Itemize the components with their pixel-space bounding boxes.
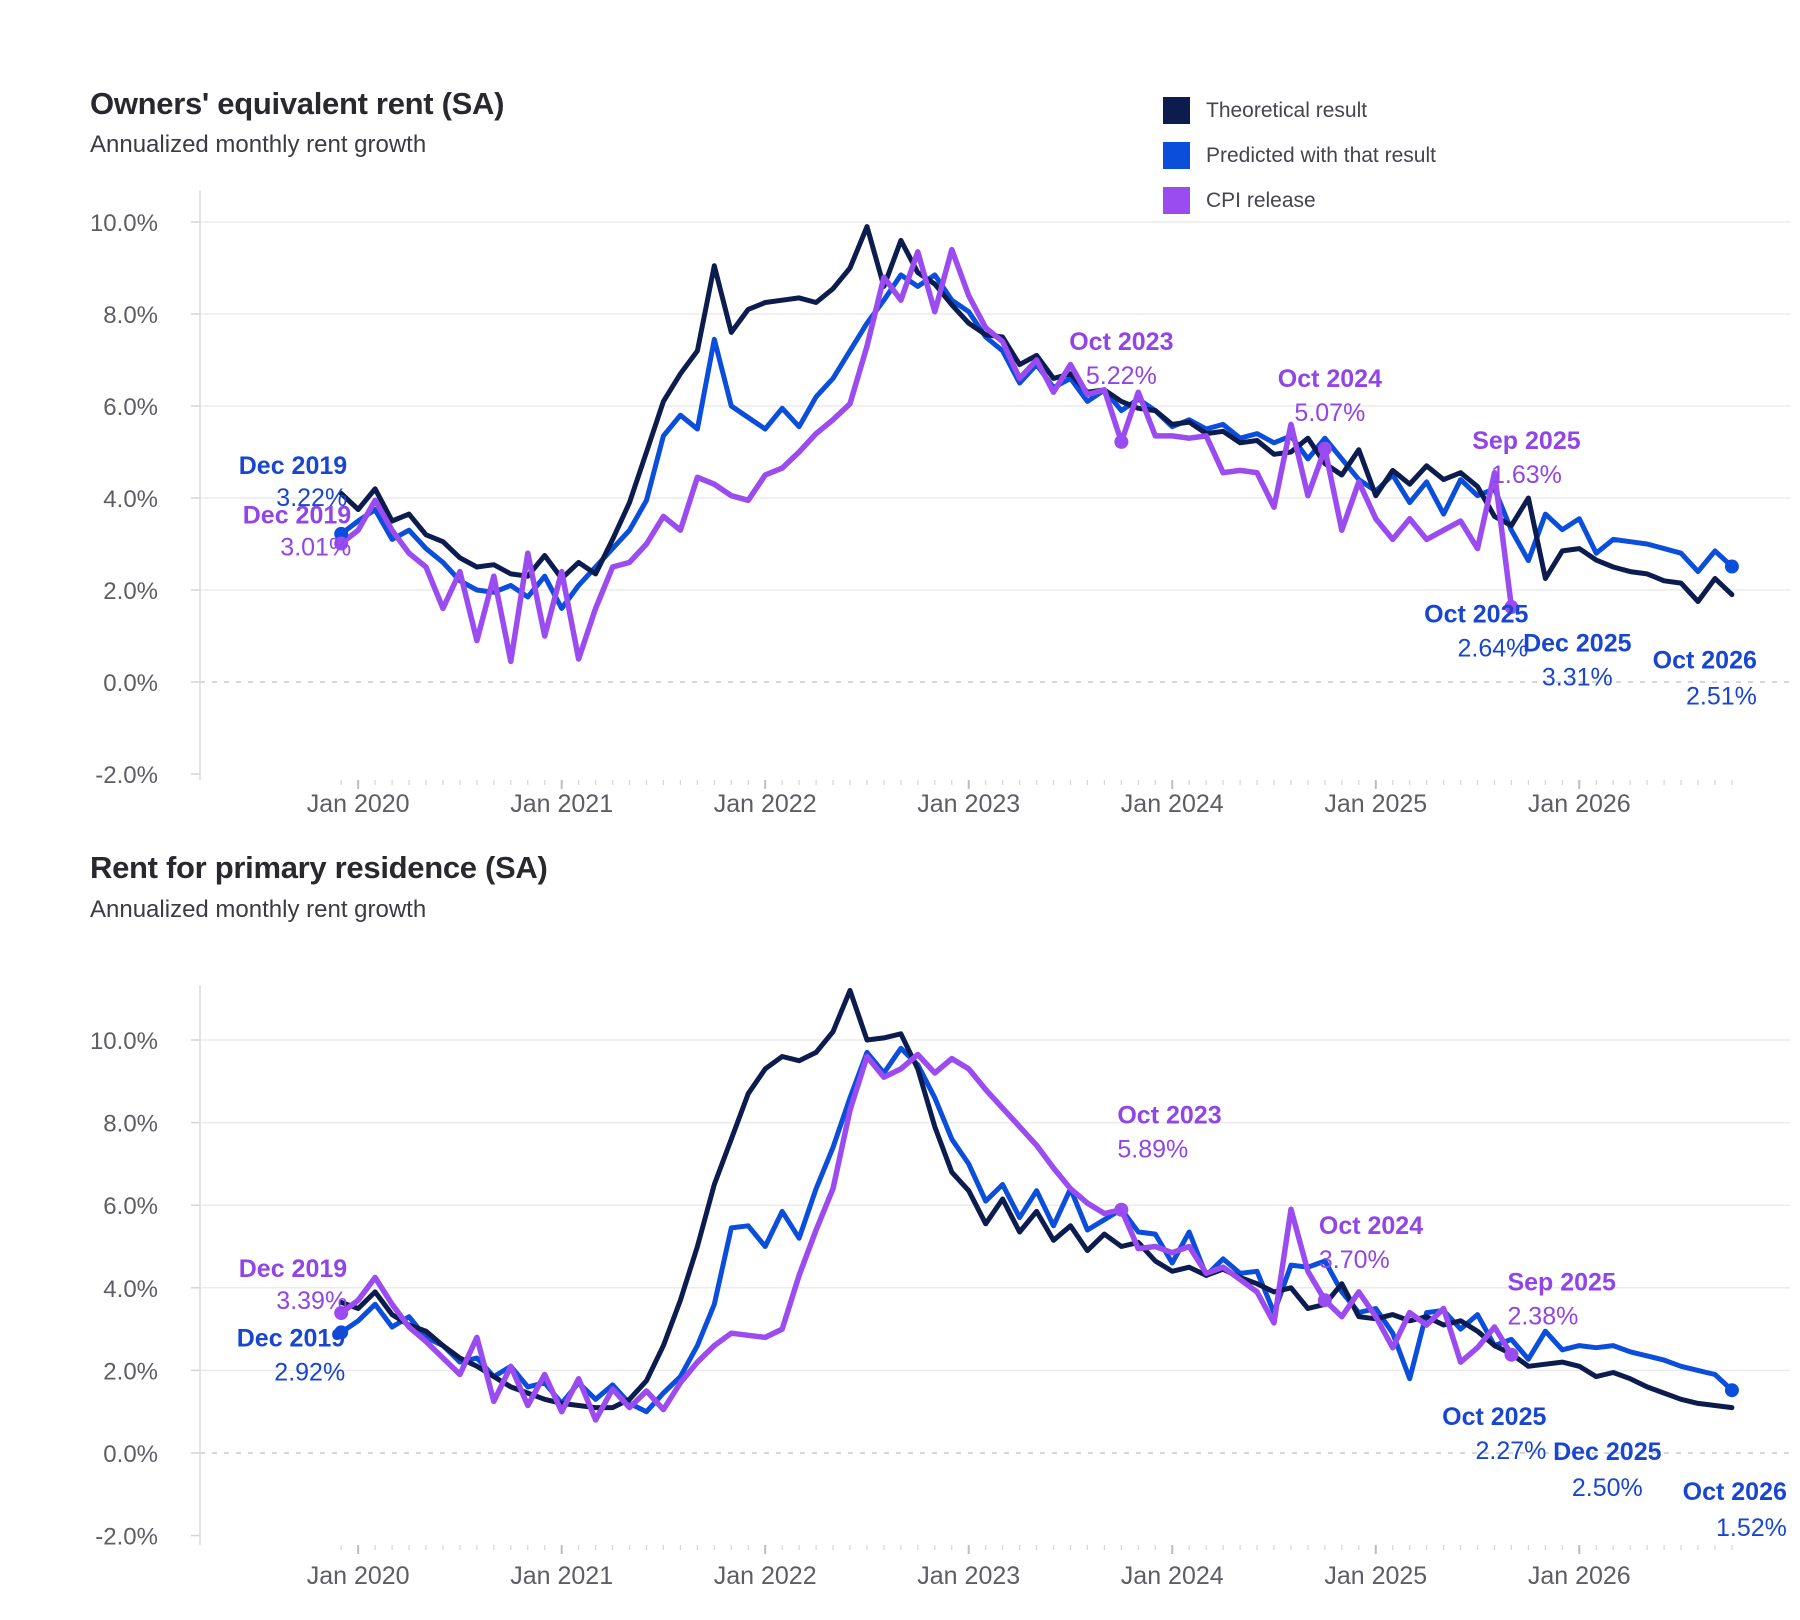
legend-item-cpi: CPI release xyxy=(1163,187,1436,214)
x-tick-label: Jan 2024 xyxy=(1121,790,1224,818)
data-point-dot xyxy=(1114,434,1129,449)
data-point-dot xyxy=(1114,1202,1129,1217)
annotation-value: 2.50% xyxy=(1572,1474,1643,1502)
annotation-value: 2.64% xyxy=(1458,635,1529,663)
x-tick-label: Jan 2025 xyxy=(1324,790,1427,818)
annotation-date: Oct 2026 xyxy=(1683,1478,1787,1506)
x-tick-label: Jan 2025 xyxy=(1324,1562,1427,1590)
y-tick-label: 10.0% xyxy=(90,210,158,237)
y-tick-label: 0.0% xyxy=(103,1441,158,1468)
annotation-date: Sep 2025 xyxy=(1507,1269,1616,1297)
annotation-date: Oct 2025 xyxy=(1424,601,1528,629)
legend-item-predicted: Predicted with that result xyxy=(1163,142,1436,169)
annotation-value: 5.07% xyxy=(1294,399,1365,427)
annotation-date: Dec 2019 xyxy=(239,452,347,480)
annotation-value: 3.31% xyxy=(1542,664,1613,692)
annotation-value: 3.01% xyxy=(280,534,351,562)
cpi-swatch-icon xyxy=(1163,187,1190,214)
oer-series-line-theoretical xyxy=(338,224,1735,604)
data-point-dot xyxy=(334,1325,349,1340)
legend-item-theoretical: Theoretical result xyxy=(1163,97,1436,124)
data-point-dot xyxy=(1317,1293,1332,1308)
data-point-dot xyxy=(1317,441,1332,456)
y-tick-label: 8.0% xyxy=(103,302,158,329)
x-tick-label: Jan 2021 xyxy=(510,1562,613,1590)
y-tick-label: 2.0% xyxy=(103,1358,158,1385)
rent-chart-title: Rent for primary residence (SA) xyxy=(90,850,548,885)
oer-chart: 10.0% 8.0% 6.0% 4.0% 2.0% 0.0% -2.0% Jan 2020 Ja… xyxy=(90,190,1790,818)
x-tick-label: Jan 2020 xyxy=(307,1562,410,1590)
x-tick-label: Jan 2020 xyxy=(307,790,410,818)
x-tick-label: Jan 2023 xyxy=(917,1562,1020,1590)
x-tick-label: Jan 2026 xyxy=(1528,790,1631,818)
oer-series-line-cpi xyxy=(338,246,1515,665)
rent-chart-subtitle: Annualized monthly rent growth xyxy=(90,896,427,923)
rent-series-line-cpi xyxy=(338,1051,1515,1423)
annotation-date: Oct 2025 xyxy=(1442,1403,1546,1431)
annotation-date: Oct 2023 xyxy=(1117,1102,1221,1130)
x-tick-label: Jan 2022 xyxy=(714,790,817,818)
y-tick-label: 6.0% xyxy=(103,394,158,421)
y-tick-label: 8.0% xyxy=(103,1111,158,1138)
legend-label: CPI release xyxy=(1206,188,1316,212)
y-tick-label: 0.0% xyxy=(103,670,158,697)
annotation-date: Dec 2025 xyxy=(1523,630,1632,658)
y-tick-label: -2.0% xyxy=(95,1524,158,1551)
annotation-date: Oct 2026 xyxy=(1653,647,1757,675)
annotation-value: 5.89% xyxy=(1117,1136,1188,1164)
legend-label: Theoretical result xyxy=(1206,98,1368,122)
annotation-date: Dec 2019 xyxy=(243,502,351,530)
y-tick-label: -2.0% xyxy=(95,762,158,789)
annotation-date: Dec 2025 xyxy=(1553,1438,1662,1466)
annotation-date: Dec 2019 xyxy=(239,1255,347,1283)
data-point-dot xyxy=(1504,600,1519,615)
oer-chart-title: Owners' equivalent rent (SA) xyxy=(90,86,505,121)
y-tick-label: 6.0% xyxy=(103,1193,158,1220)
y-tick-label: 2.0% xyxy=(103,578,158,605)
y-tick-label: 4.0% xyxy=(103,1276,158,1303)
annotation-date: Oct 2024 xyxy=(1319,1212,1423,1240)
annotation-value: 1.63% xyxy=(1491,461,1562,489)
theoretical-swatch-icon xyxy=(1163,97,1190,124)
annotation-value: 2.51% xyxy=(1686,683,1757,711)
annotation-value: 2.92% xyxy=(274,1358,345,1386)
x-tick-label: Jan 2023 xyxy=(917,790,1020,818)
annotation-value: 3.70% xyxy=(1319,1246,1390,1274)
annotation-date: Sep 2025 xyxy=(1472,427,1581,455)
x-tick-label: Jan 2026 xyxy=(1528,1562,1631,1590)
annotation-value: 5.22% xyxy=(1086,362,1157,390)
x-tick-label: Jan 2024 xyxy=(1121,1562,1224,1590)
x-tick-label: Jan 2022 xyxy=(714,1562,817,1590)
data-point-dot xyxy=(334,536,349,551)
annotation-value: 3.39% xyxy=(276,1287,347,1315)
legend-label: Predicted with that result xyxy=(1206,143,1436,167)
data-point-dot xyxy=(334,526,349,541)
rent-chart: 10.0% 8.0% 6.0% 4.0% 2.0% 0.0% -2.0% Jan 2020 Ja… xyxy=(90,985,1790,1590)
predicted-swatch-icon xyxy=(1163,142,1190,169)
y-tick-label: 4.0% xyxy=(103,486,158,513)
annotation-date: Oct 2023 xyxy=(1069,328,1173,356)
rent-series-line-theoretical xyxy=(338,987,1735,1411)
x-tick-label: Jan 2021 xyxy=(510,790,613,818)
y-tick-label: 10.0% xyxy=(90,1028,158,1055)
oer-chart-subtitle: Annualized monthly rent growth xyxy=(90,131,427,158)
data-point-dot xyxy=(1724,1383,1739,1398)
legend: Theoretical result Predicted with that r… xyxy=(1163,97,1436,232)
rent-series-line-predicted xyxy=(338,1045,1735,1415)
data-point-dot xyxy=(334,1305,349,1320)
annotation-value: 2.38% xyxy=(1507,1303,1578,1331)
annotation-value: 3.22% xyxy=(276,484,347,512)
annotation-value: 2.27% xyxy=(1476,1437,1547,1465)
annotation-value: 1.52% xyxy=(1716,1514,1787,1542)
data-point-dot xyxy=(1724,559,1739,574)
annotation-date: Dec 2019 xyxy=(237,1324,345,1352)
data-point-dot xyxy=(1504,1347,1519,1362)
annotation-date: Oct 2024 xyxy=(1278,365,1382,393)
